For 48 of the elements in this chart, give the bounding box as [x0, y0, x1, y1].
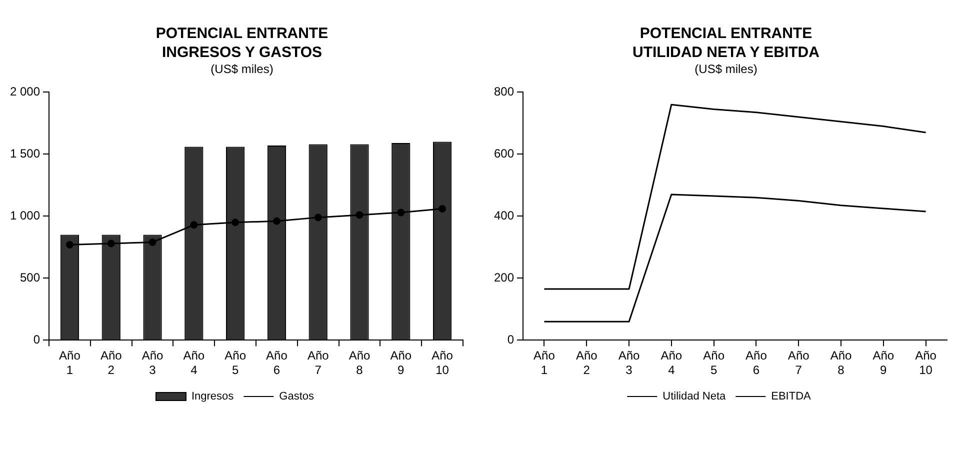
y-tick-label: 500 [20, 270, 40, 285]
x-tick-label: Año 5 [703, 348, 725, 378]
x-tick-label: Año 3 [618, 348, 640, 378]
x-tick-label: Año 2 [576, 348, 598, 378]
y-tick-label: 1 500 [10, 146, 40, 161]
x-tick-label: Año 9 [872, 348, 894, 378]
y-tick-label: 0 [507, 332, 514, 347]
point [438, 205, 446, 213]
x-tick-label: Año 5 [224, 348, 246, 378]
y-tick-label: 600 [494, 146, 514, 161]
x-tick-label: Año 1 [59, 348, 81, 378]
x-tick-label: Año 2 [100, 348, 122, 378]
x-tick-label: Año 10 [432, 348, 454, 378]
y-tick-label: 400 [494, 208, 514, 223]
y-tick-label: 0 [33, 332, 40, 347]
point [356, 211, 364, 219]
x-tick-label: Año 8 [830, 348, 852, 378]
x-tick-label: Año 7 [307, 348, 330, 378]
x-tick-label: Año 3 [142, 348, 164, 378]
chart-title: POTENCIAL ENTRANTE UTILIDAD NETA Y EBITDA [632, 24, 820, 62]
y-tick-label: 1 000 [10, 208, 40, 223]
legend-label: Utilidad Neta [662, 390, 727, 403]
point [314, 214, 322, 222]
point [272, 217, 280, 225]
point [148, 238, 156, 246]
point [232, 218, 240, 226]
chart-subtitle: (US$ miles) [210, 62, 274, 76]
point [190, 221, 198, 229]
y-tick-label: 200 [494, 270, 514, 285]
x-tick-label: Año 8 [348, 348, 371, 378]
point [397, 208, 405, 216]
x-tick-label: Año 9 [390, 348, 412, 378]
x-tick-label: Año 4 [183, 348, 205, 378]
point [66, 240, 74, 248]
x-tick-label: Año 10 [915, 348, 937, 378]
x-tick-label: Año 4 [660, 348, 682, 378]
legend-label: Ingresos [191, 390, 234, 403]
point [107, 240, 115, 248]
x-tick-label: Año 6 [266, 348, 288, 378]
x-tick-label: Año 7 [788, 348, 810, 378]
legend-label: Gastos [279, 390, 315, 403]
legend-label: EBITDA [771, 390, 812, 403]
x-tick-label: Año 6 [746, 348, 768, 378]
chart-title: POTENCIAL ENTRANTE INGRESOS Y GASTOS [154, 24, 330, 62]
x-tick-label: Año 1 [534, 348, 556, 378]
y-tick-label: 800 [494, 84, 514, 99]
chart-subtitle: (US$ miles) [694, 62, 758, 76]
y-tick-label: 2 000 [10, 84, 40, 99]
